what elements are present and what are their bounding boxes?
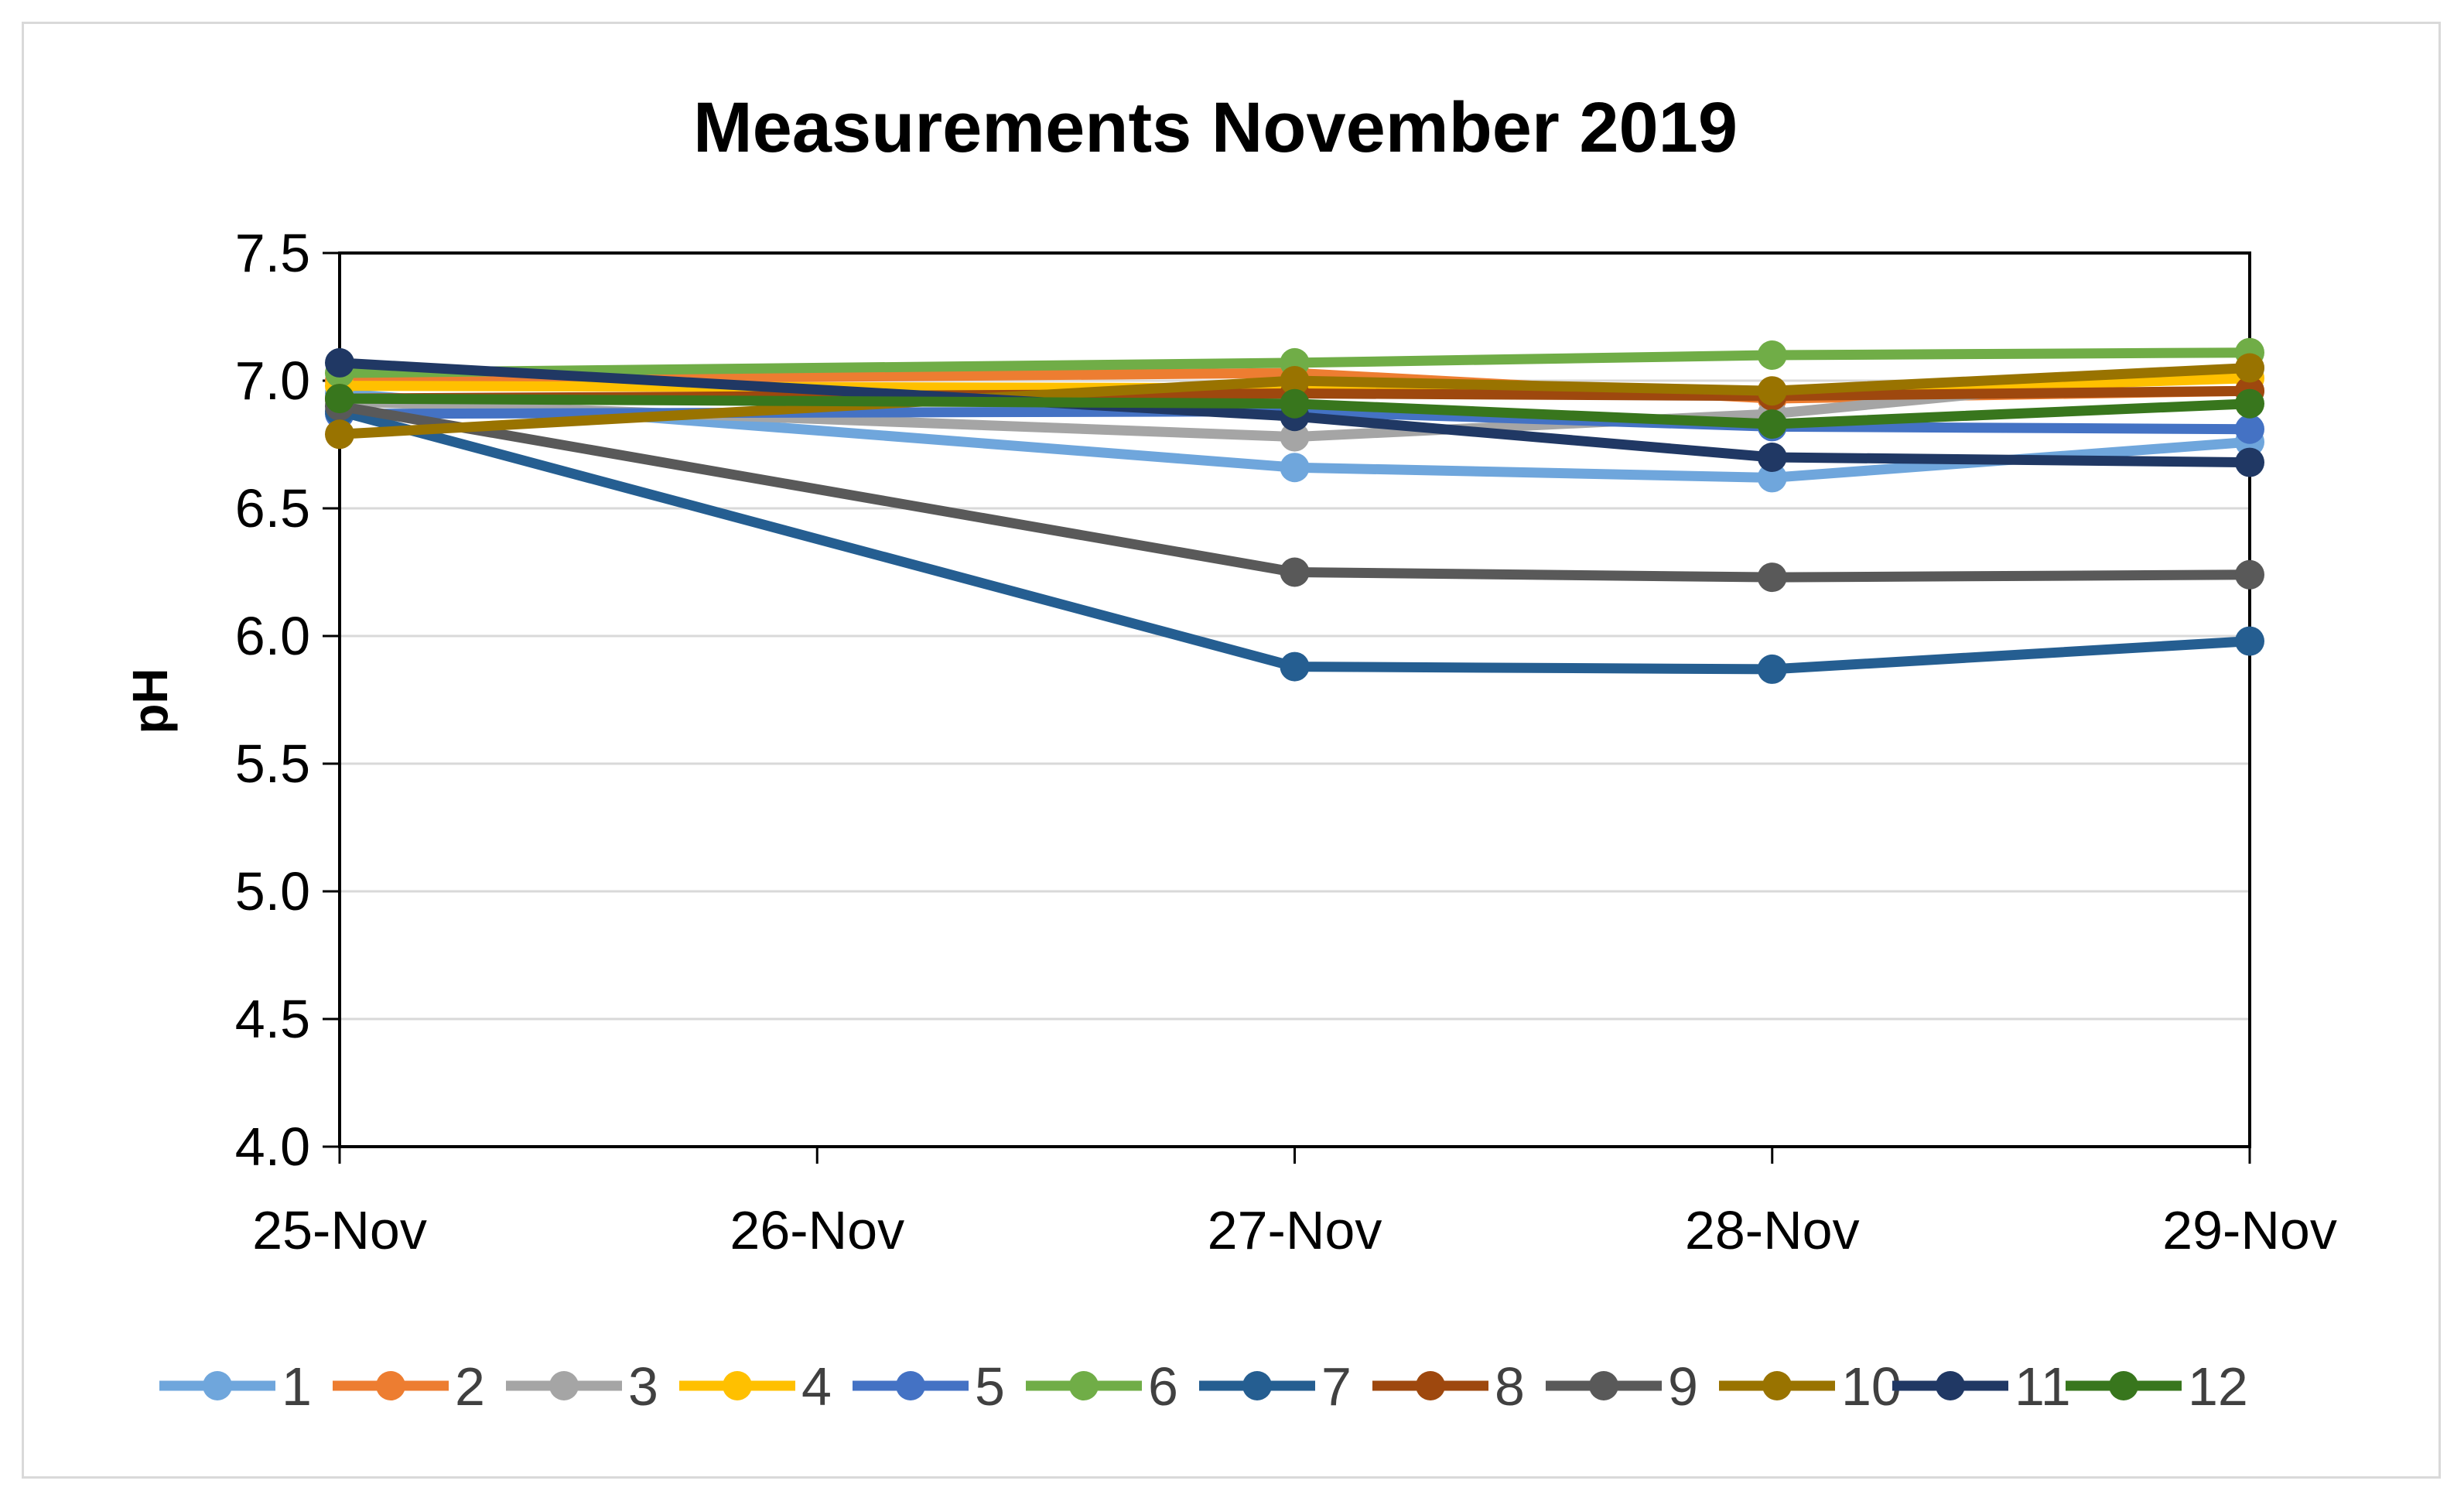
y-tick-label: 5.0	[235, 861, 310, 922]
y-tick-label: 7.0	[235, 350, 310, 411]
legend-marker	[723, 1371, 752, 1400]
data-point	[1757, 463, 1787, 493]
y-tick-label: 7.5	[235, 223, 310, 283]
legend-label: 8	[1495, 1356, 1525, 1417]
series-line	[334, 347, 2255, 378]
line-chart: Measurements November 2019 4.0 4.5 5.0 5.5 6…	[122, 88, 2337, 1417]
legend-item: 2	[333, 1356, 485, 1417]
data-point	[1280, 453, 1310, 483]
legend-label: 2	[455, 1356, 485, 1417]
legend-label: 9	[1668, 1356, 1698, 1417]
legend-marker	[1416, 1371, 1445, 1400]
legend-item: 8	[1372, 1356, 1525, 1417]
axes: 4.0 4.5 5.0 5.5 6.0 6.5 7.0 7.5 25-Nov 26-Nov 27-N…	[235, 223, 2337, 1260]
chart-frame: Measurements November 2019 4.0 4.5 5.0 5.5 6…	[22, 22, 2441, 1479]
y-tick-label: 6.0	[235, 606, 310, 666]
series-line	[334, 406, 2255, 435]
data-point	[2235, 353, 2264, 383]
legend-item: 12	[2066, 1356, 2248, 1417]
legend-item: 1	[159, 1356, 312, 1417]
x-tick-label: 25-Nov	[252, 1200, 427, 1260]
chart-title: Measurements November 2019	[693, 88, 1738, 167]
data-point	[1757, 443, 1787, 472]
data-point	[2235, 626, 2264, 656]
legend-marker	[1242, 1371, 1272, 1400]
data-point	[325, 419, 354, 450]
legend-item: 3	[506, 1356, 658, 1417]
data-point	[2235, 388, 2264, 419]
x-tick-label: 27-Nov	[1208, 1200, 1382, 1260]
legend-marker	[896, 1371, 925, 1400]
x-tick-label: 29-Nov	[2162, 1200, 2337, 1260]
legend-marker	[203, 1371, 232, 1400]
legend-marker	[376, 1371, 405, 1400]
legend-item: 10	[1719, 1356, 1902, 1417]
y-tick-label: 4.5	[235, 989, 310, 1049]
x-tick-label: 26-Nov	[730, 1200, 904, 1260]
data-point	[2235, 447, 2264, 477]
series-line	[334, 393, 2255, 429]
legend: 1 2 3 4 5 6 7 8 9 10 11 12	[159, 1356, 2248, 1417]
y-tick-label: 5.5	[235, 733, 310, 794]
legend-marker	[1762, 1371, 1792, 1400]
legend-label: 1	[282, 1356, 312, 1417]
legend-label: 10	[1841, 1356, 1902, 1417]
series-7	[325, 396, 2264, 684]
data-point	[1757, 409, 1787, 439]
series-11	[325, 347, 2264, 477]
y-tick-label: 4.0	[235, 1116, 310, 1177]
series-line	[334, 385, 2255, 404]
legend-item: 5	[853, 1356, 1005, 1417]
series-lines	[325, 337, 2264, 684]
data-point	[325, 347, 354, 378]
data-point	[1757, 340, 1787, 370]
data-point	[1280, 388, 1310, 419]
legend-item: 11	[1892, 1356, 2071, 1417]
data-point	[1280, 422, 1310, 452]
legend-item: 4	[679, 1356, 832, 1417]
legend-label: 12	[2188, 1356, 2248, 1417]
data-point	[2235, 414, 2264, 444]
legend-item: 6	[1026, 1356, 1178, 1417]
data-point	[1280, 651, 1310, 682]
legend-label: 3	[628, 1356, 658, 1417]
y-axis-label: pH	[122, 668, 178, 733]
legend-label: 6	[1148, 1356, 1178, 1417]
legend-marker	[1069, 1371, 1099, 1400]
series-line	[334, 357, 2255, 468]
legend-label: 7	[1321, 1356, 1352, 1417]
series-line	[334, 401, 2255, 583]
data-point	[1280, 557, 1310, 587]
legend-marker	[1589, 1371, 1618, 1400]
legend-label: 4	[801, 1356, 832, 1417]
series-line	[334, 363, 2255, 439]
legend-label: 11	[2015, 1356, 2071, 1417]
series-10	[325, 353, 2264, 450]
legend-marker	[549, 1371, 579, 1400]
data-point	[1757, 654, 1787, 684]
x-tick-label: 28-Nov	[1685, 1200, 1860, 1260]
data-point	[1280, 366, 1310, 395]
legend-item: 7	[1199, 1356, 1352, 1417]
legend-marker	[2109, 1371, 2138, 1400]
series-line	[334, 406, 2255, 675]
data-point	[325, 384, 354, 414]
data-point	[1757, 376, 1787, 406]
legend-marker	[1936, 1371, 1965, 1400]
y-tick-label: 6.5	[235, 478, 310, 539]
data-point	[1757, 563, 1787, 593]
data-point	[2235, 559, 2264, 590]
series-12	[325, 384, 2264, 439]
legend-label: 5	[975, 1356, 1005, 1417]
legend-item: 9	[1546, 1356, 1698, 1417]
